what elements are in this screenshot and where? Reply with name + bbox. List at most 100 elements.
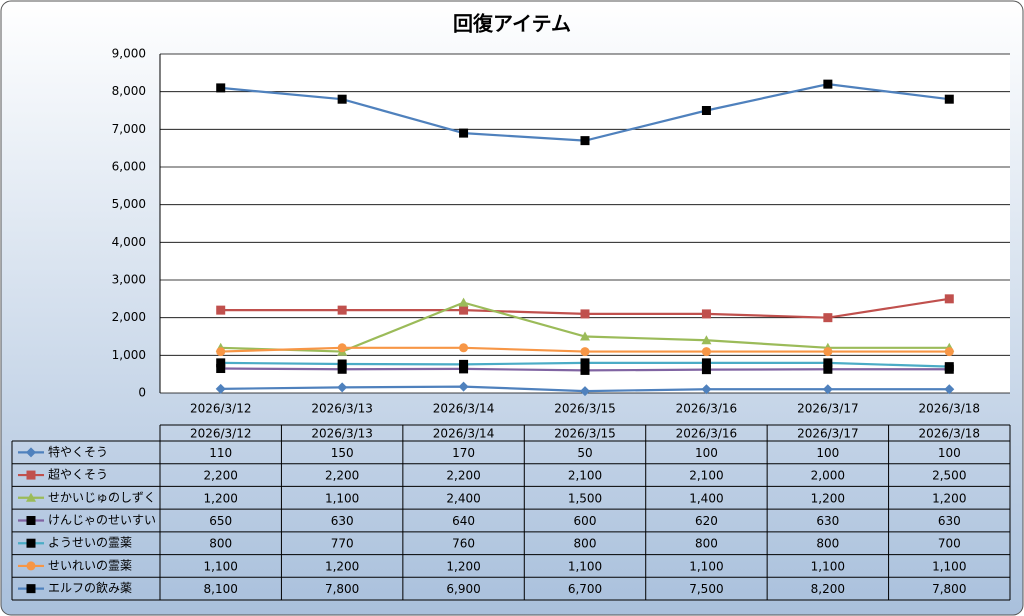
table-header: 2026/3/13 bbox=[311, 427, 373, 441]
table-cell: 100 bbox=[816, 446, 839, 460]
marker bbox=[701, 309, 711, 319]
table-cell: 800 bbox=[816, 537, 839, 551]
marker bbox=[26, 538, 36, 548]
marker bbox=[459, 343, 469, 353]
table-cell: 620 bbox=[695, 514, 718, 528]
y-tick-label: 4,000 bbox=[112, 235, 146, 249]
marker bbox=[580, 358, 590, 368]
y-tick-label: 9,000 bbox=[112, 47, 146, 61]
table-cell: 8,100 bbox=[204, 582, 238, 596]
table-cell: 1,100 bbox=[204, 559, 238, 573]
table-cell: 1,200 bbox=[325, 559, 359, 573]
table-cell: 1,100 bbox=[811, 559, 845, 573]
legend-label: エルフの飲み薬 bbox=[48, 580, 132, 595]
y-tick-label: 3,000 bbox=[112, 273, 146, 287]
marker bbox=[823, 313, 833, 323]
marker bbox=[216, 358, 226, 368]
marker bbox=[337, 305, 347, 315]
marker bbox=[337, 94, 347, 104]
y-tick-label: 1,000 bbox=[112, 348, 146, 362]
marker bbox=[458, 381, 469, 392]
y-tick-label: 8,000 bbox=[112, 84, 146, 98]
table-cell: 600 bbox=[574, 514, 597, 528]
table-cell: 2,400 bbox=[446, 491, 480, 505]
marker bbox=[944, 384, 955, 395]
legend-label: 特やくそう bbox=[48, 444, 108, 459]
y-tick-label: 7,000 bbox=[112, 122, 146, 136]
table-cell: 2,100 bbox=[689, 469, 723, 483]
table-cell: 630 bbox=[938, 514, 961, 528]
legend-label: けんじゃのせいすい bbox=[48, 513, 156, 527]
table-cell: 100 bbox=[938, 446, 961, 460]
table-cell: 7,800 bbox=[325, 582, 359, 596]
table-cell: 1,200 bbox=[204, 491, 238, 505]
x-tick-label: 2026/3/16 bbox=[676, 402, 738, 416]
marker bbox=[459, 128, 469, 138]
marker bbox=[26, 516, 36, 525]
marker bbox=[26, 492, 36, 502]
x-tick-label: 2026/3/13 bbox=[311, 402, 373, 416]
marker bbox=[337, 382, 348, 393]
table-cell: 8,200 bbox=[811, 582, 845, 596]
table-cell: 6,700 bbox=[568, 582, 602, 596]
table-header: 2026/3/17 bbox=[797, 427, 859, 441]
marker bbox=[215, 383, 226, 394]
marker bbox=[701, 106, 711, 115]
table-cell: 770 bbox=[331, 537, 354, 551]
table-cell: 1,100 bbox=[689, 559, 723, 573]
y-tick-label: 2,000 bbox=[112, 310, 146, 324]
marker bbox=[216, 364, 226, 374]
table-cell: 650 bbox=[209, 514, 232, 528]
table-cell: 800 bbox=[209, 537, 232, 551]
table-cell: 1,200 bbox=[932, 491, 966, 505]
marker bbox=[701, 335, 712, 345]
table-cell: 1,200 bbox=[811, 491, 845, 505]
table-cell: 2,200 bbox=[325, 469, 359, 483]
table-cell: 630 bbox=[816, 514, 839, 528]
marker bbox=[26, 584, 36, 594]
marker bbox=[337, 343, 347, 353]
table-cell: 7,500 bbox=[689, 582, 723, 596]
table-cell: 170 bbox=[452, 446, 475, 460]
x-tick-label: 2026/3/14 bbox=[433, 402, 495, 416]
y-tick-label: 5,000 bbox=[112, 197, 146, 211]
marker bbox=[216, 347, 226, 357]
marker bbox=[459, 364, 469, 374]
marker bbox=[701, 358, 711, 368]
plot-area bbox=[160, 54, 1010, 393]
marker bbox=[580, 365, 590, 375]
table-cell: 700 bbox=[938, 537, 961, 551]
table-cell: 50 bbox=[577, 446, 592, 460]
table-cell: 1,500 bbox=[568, 491, 602, 505]
table-cell: 2,200 bbox=[204, 469, 238, 483]
table-cell: 2,000 bbox=[811, 469, 845, 483]
table-cell: 1,200 bbox=[446, 559, 480, 573]
marker bbox=[944, 294, 954, 304]
table-cell: 1,100 bbox=[932, 559, 966, 573]
table-cell: 760 bbox=[452, 537, 475, 551]
legend-label: せかいじゅのしずく bbox=[48, 490, 156, 504]
table-cell: 630 bbox=[331, 514, 354, 528]
table-cell: 110 bbox=[209, 446, 232, 460]
table-cell: 100 bbox=[695, 446, 718, 460]
legend-label: 超やくそう bbox=[48, 467, 108, 482]
marker bbox=[26, 447, 36, 458]
legend-label: せいれいの霊薬 bbox=[48, 558, 132, 572]
table-cell: 2,200 bbox=[446, 469, 480, 483]
x-tick-label: 2026/3/18 bbox=[919, 402, 981, 416]
marker bbox=[26, 561, 36, 571]
marker bbox=[701, 384, 712, 395]
table-cell: 800 bbox=[574, 537, 597, 551]
marker bbox=[944, 94, 954, 104]
marker bbox=[580, 386, 590, 397]
marker bbox=[580, 136, 590, 146]
y-tick-label: 6,000 bbox=[112, 160, 146, 174]
marker bbox=[944, 347, 954, 357]
marker bbox=[823, 364, 833, 374]
table-header: 2026/3/16 bbox=[676, 427, 738, 441]
marker bbox=[580, 309, 590, 319]
marker bbox=[823, 347, 833, 357]
marker bbox=[459, 305, 469, 315]
table-header: 2026/3/12 bbox=[190, 427, 252, 441]
table-cell: 1,100 bbox=[325, 491, 359, 505]
